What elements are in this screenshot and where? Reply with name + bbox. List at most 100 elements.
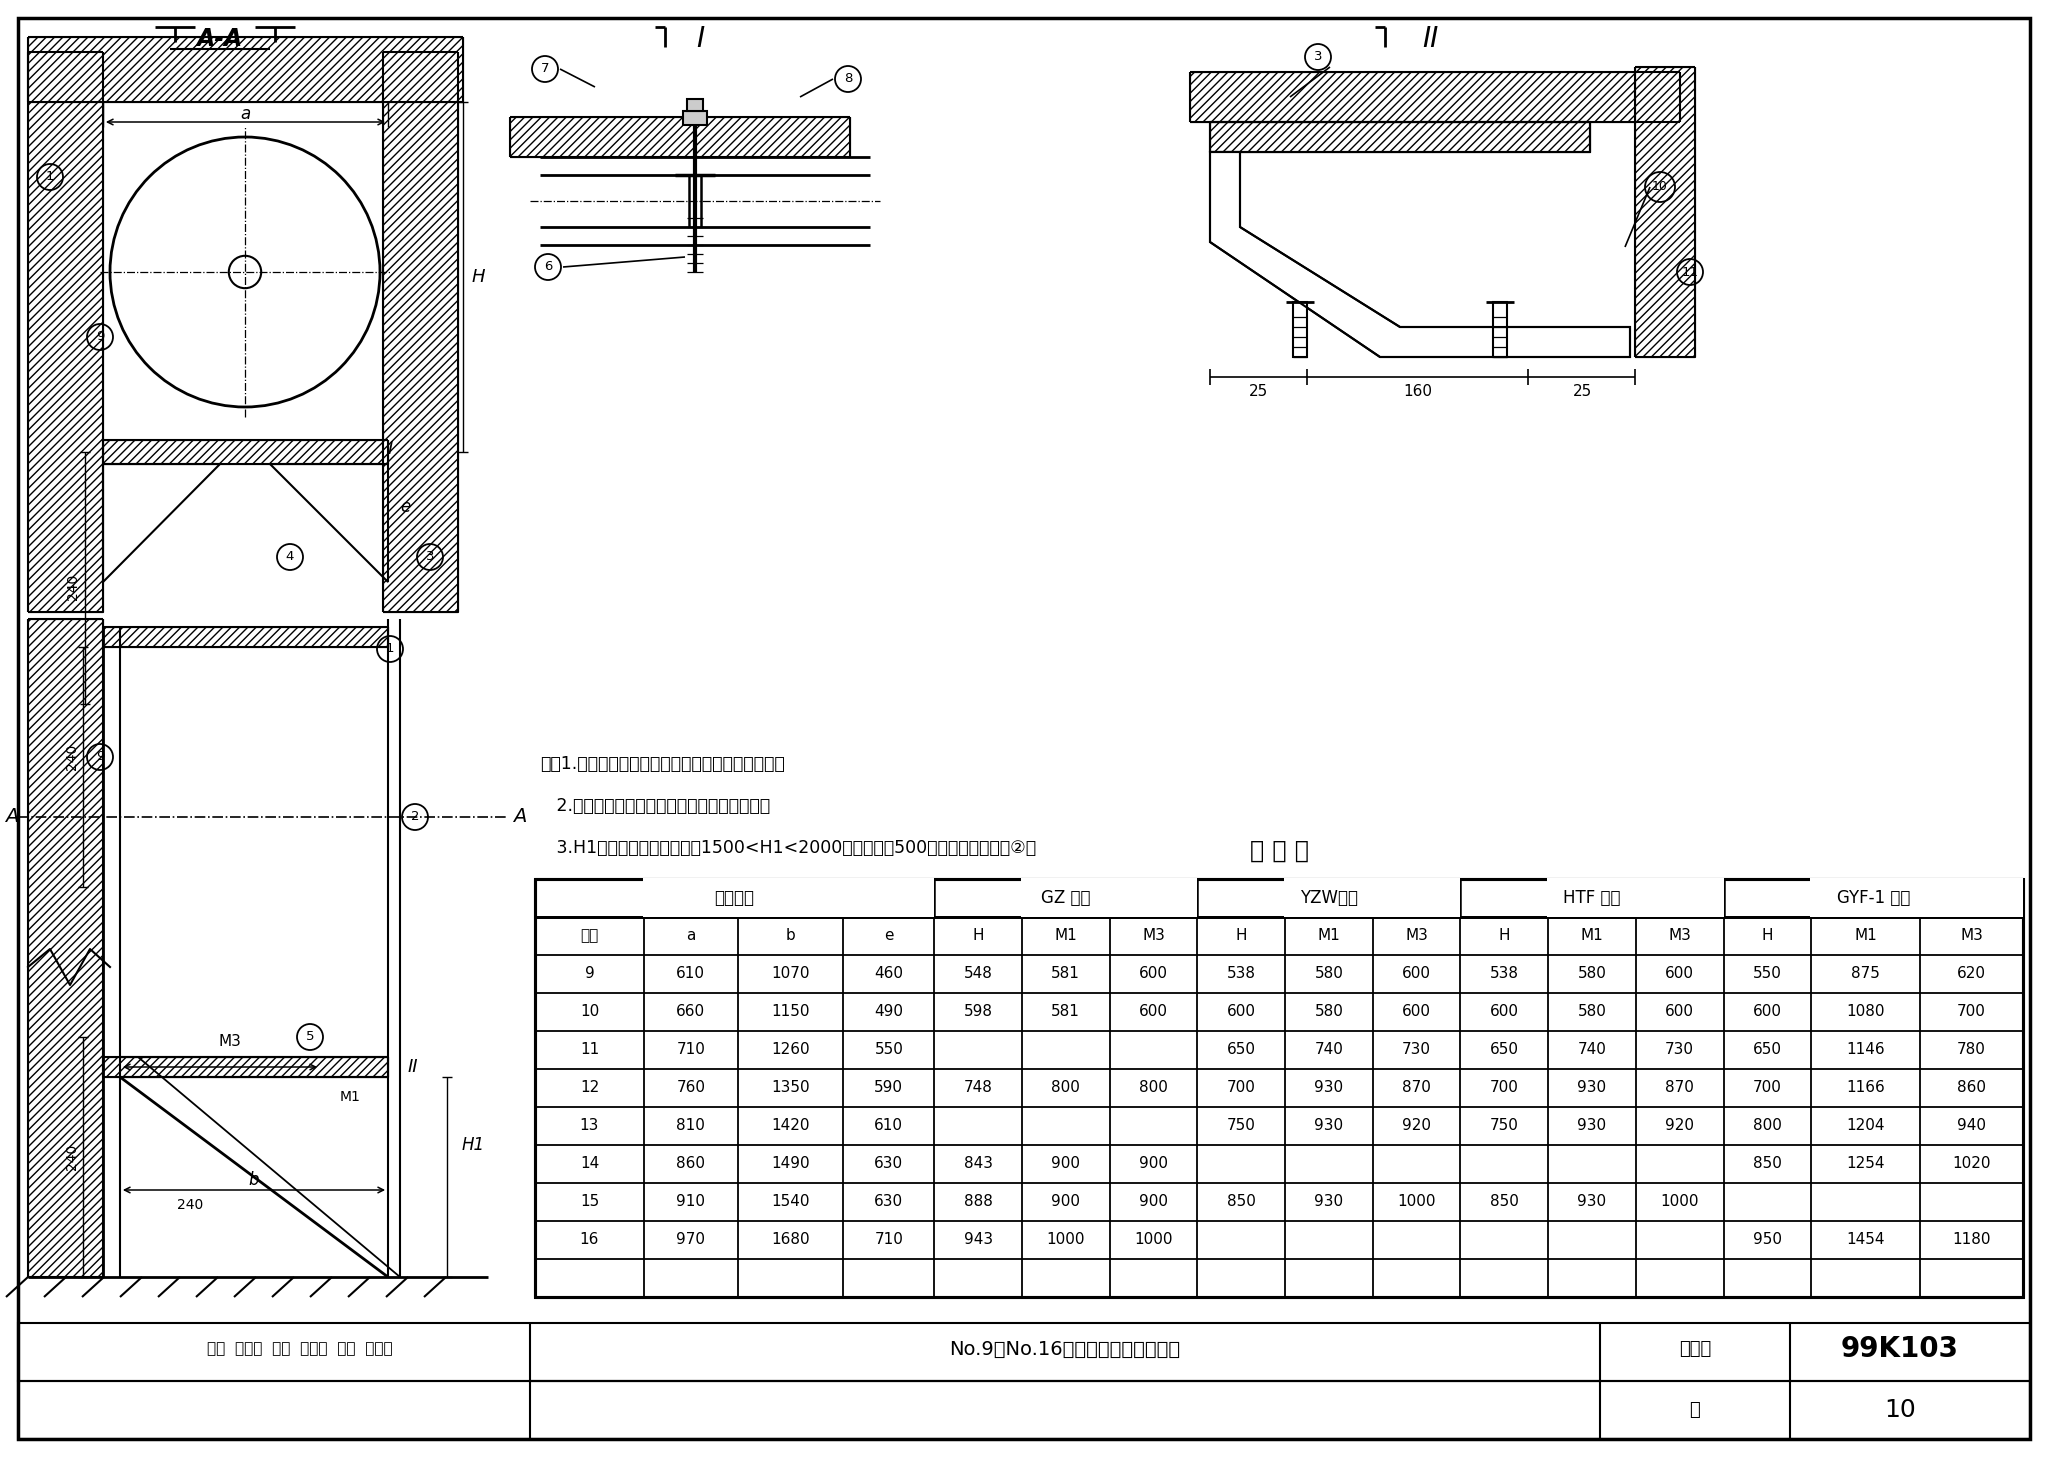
Text: 950: 950 bbox=[1753, 1233, 1782, 1247]
Text: 10: 10 bbox=[1884, 1399, 1915, 1422]
Text: 1350: 1350 bbox=[772, 1081, 809, 1096]
Text: 5: 5 bbox=[305, 1030, 313, 1043]
Bar bbox=[535, 879, 2023, 1297]
Text: 760: 760 bbox=[676, 1081, 705, 1096]
Text: II: II bbox=[408, 1058, 418, 1077]
Bar bbox=[643, 879, 737, 916]
Text: M3: M3 bbox=[1960, 928, 1982, 944]
Text: 1260: 1260 bbox=[772, 1043, 809, 1058]
Text: 590: 590 bbox=[874, 1081, 903, 1096]
Text: 750: 750 bbox=[1489, 1119, 1520, 1134]
Text: 25: 25 bbox=[1573, 385, 1591, 399]
Text: GZ 系列: GZ 系列 bbox=[1040, 889, 1090, 908]
Bar bbox=[1020, 879, 1110, 916]
Bar bbox=[686, 99, 702, 111]
Text: 900: 900 bbox=[1139, 1157, 1167, 1171]
Text: 810: 810 bbox=[676, 1119, 705, 1134]
Text: 1454: 1454 bbox=[1847, 1233, 1884, 1247]
Text: 581: 581 bbox=[1051, 1004, 1079, 1020]
Text: 注：1.采用连续焊接，焊缝高度等于焊件最小厚度。: 注：1.采用连续焊接，焊缝高度等于焊件最小厚度。 bbox=[541, 755, 784, 774]
Text: 660: 660 bbox=[676, 1004, 705, 1020]
Text: No.9～No.16排烟风机在砖墙上安装: No.9～No.16排烟风机在砖墙上安装 bbox=[950, 1339, 1180, 1358]
Text: a: a bbox=[240, 105, 250, 122]
Text: 580: 580 bbox=[1315, 1004, 1343, 1020]
Text: M3: M3 bbox=[219, 1034, 242, 1049]
Text: 930: 930 bbox=[1315, 1081, 1343, 1096]
Text: 1: 1 bbox=[45, 170, 53, 184]
Text: 600: 600 bbox=[1403, 966, 1432, 982]
Bar bbox=[102, 440, 387, 463]
Bar bbox=[1634, 67, 1696, 357]
Text: 888: 888 bbox=[965, 1195, 993, 1209]
Text: 610: 610 bbox=[874, 1119, 903, 1134]
Text: I: I bbox=[387, 440, 393, 457]
Text: 1000: 1000 bbox=[1135, 1233, 1174, 1247]
Text: 13: 13 bbox=[580, 1119, 600, 1134]
Text: 1000: 1000 bbox=[1397, 1195, 1436, 1209]
Text: H1: H1 bbox=[463, 1136, 485, 1154]
Text: 870: 870 bbox=[1403, 1081, 1432, 1096]
Text: M3: M3 bbox=[1143, 928, 1165, 944]
Text: 920: 920 bbox=[1665, 1119, 1694, 1134]
Bar bbox=[1210, 122, 1589, 152]
Text: HTF 系列: HTF 系列 bbox=[1563, 889, 1620, 908]
Text: 240: 240 bbox=[66, 1144, 80, 1170]
Text: b: b bbox=[248, 1171, 260, 1189]
Bar bbox=[510, 117, 850, 157]
Text: 630: 630 bbox=[874, 1157, 903, 1171]
Text: 11: 11 bbox=[580, 1043, 600, 1058]
Text: 740: 740 bbox=[1577, 1043, 1606, 1058]
Text: 600: 600 bbox=[1227, 1004, 1255, 1020]
Text: 910: 910 bbox=[676, 1195, 705, 1209]
Text: e: e bbox=[885, 928, 893, 944]
Text: 9: 9 bbox=[584, 966, 594, 982]
Text: M3: M3 bbox=[1405, 928, 1427, 944]
Text: 580: 580 bbox=[1577, 1004, 1606, 1020]
Bar bbox=[682, 111, 707, 125]
Text: 页: 页 bbox=[1690, 1402, 1700, 1419]
Text: 600: 600 bbox=[1753, 1004, 1782, 1020]
Text: 1020: 1020 bbox=[1952, 1157, 1991, 1171]
Text: 550: 550 bbox=[874, 1043, 903, 1058]
Text: 240: 240 bbox=[66, 574, 80, 600]
Text: H: H bbox=[1235, 928, 1247, 944]
Text: H: H bbox=[973, 928, 983, 944]
Text: 870: 870 bbox=[1665, 1081, 1694, 1096]
Text: 943: 943 bbox=[963, 1233, 993, 1247]
Text: 1146: 1146 bbox=[1847, 1043, 1884, 1058]
Bar bbox=[1810, 879, 1921, 916]
Text: 550: 550 bbox=[1753, 966, 1782, 982]
Text: 600: 600 bbox=[1665, 966, 1694, 982]
Text: 630: 630 bbox=[874, 1195, 903, 1209]
Bar bbox=[102, 627, 387, 647]
Bar bbox=[1108, 879, 1198, 916]
Text: 1080: 1080 bbox=[1847, 1004, 1884, 1020]
Text: A: A bbox=[4, 807, 18, 826]
Text: 850: 850 bbox=[1227, 1195, 1255, 1209]
Text: 9: 9 bbox=[96, 331, 104, 344]
Text: M1: M1 bbox=[340, 1090, 360, 1104]
Text: 843: 843 bbox=[963, 1157, 993, 1171]
Text: I: I bbox=[696, 25, 705, 52]
Bar bbox=[29, 52, 102, 612]
Text: M1: M1 bbox=[1853, 928, 1878, 944]
Text: 9: 9 bbox=[96, 750, 104, 763]
Text: 1420: 1420 bbox=[772, 1119, 809, 1134]
Text: 机号: 机号 bbox=[580, 928, 598, 944]
Text: M3: M3 bbox=[1669, 928, 1692, 944]
Text: 图集号: 图集号 bbox=[1679, 1340, 1712, 1358]
Text: A-A: A-A bbox=[197, 28, 244, 51]
Polygon shape bbox=[1210, 152, 1630, 357]
Bar bbox=[1190, 71, 1679, 122]
Text: II: II bbox=[1421, 25, 1438, 52]
Bar bbox=[737, 879, 844, 916]
Text: 1680: 1680 bbox=[772, 1233, 809, 1247]
Text: 1204: 1204 bbox=[1847, 1119, 1884, 1134]
Text: 700: 700 bbox=[1489, 1081, 1520, 1096]
Bar bbox=[383, 52, 459, 612]
Text: 3: 3 bbox=[426, 551, 434, 564]
Text: 700: 700 bbox=[1958, 1004, 1987, 1020]
Text: H: H bbox=[1761, 928, 1774, 944]
Text: 580: 580 bbox=[1577, 966, 1606, 982]
Text: 7: 7 bbox=[541, 63, 549, 76]
